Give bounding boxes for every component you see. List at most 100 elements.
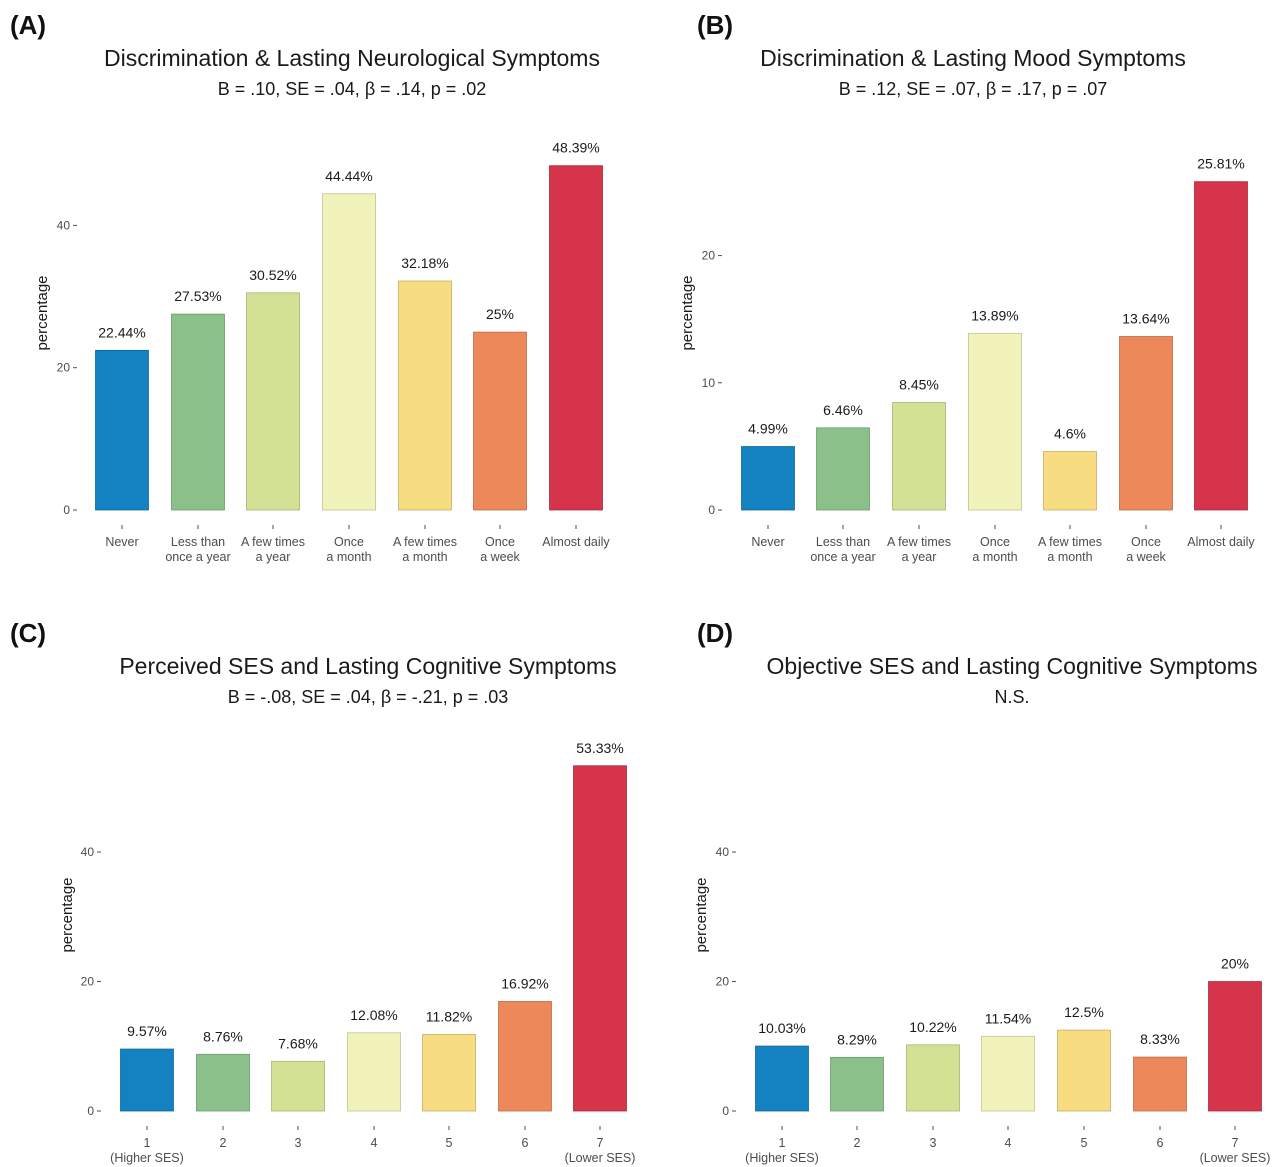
- panel-b-x-tick-label: Never: [751, 535, 784, 549]
- panel-d: (D) Objective SES and Lasting Cognitive S…: [693, 618, 1270, 1165]
- panel-a-bar: [171, 313, 225, 511]
- panel-b-subtitle: B = .12, SE = .07, β = .17, p = .07: [839, 79, 1108, 99]
- panel-b-data-label: 4.99%: [748, 421, 788, 437]
- panel-c-data-label: 7.68%: [278, 1035, 318, 1051]
- panel-a-x-tick-label: A few times a year: [241, 535, 305, 564]
- panel-d-x-tick-label: 1 (Higher SES): [745, 1136, 819, 1165]
- panel-c-letter: (C): [10, 618, 46, 648]
- panel-c-bar: [120, 1048, 174, 1112]
- panel-d-y-tick-label: 20: [716, 975, 730, 989]
- panel-a-bar: [246, 292, 300, 511]
- panel-c-data-label: 12.08%: [350, 1007, 397, 1023]
- panel-d-x-tick-label: 2: [854, 1136, 861, 1150]
- panel-d-bar: [755, 1045, 809, 1112]
- panel-c: (C) Perceived SES and Lasting Cognitive S…: [10, 618, 635, 1165]
- panel-b-data-label: 25.81%: [1197, 156, 1244, 172]
- panel-c-x-tick-label: 4: [371, 1136, 378, 1150]
- panel-c-y-tick-label: 20: [81, 975, 95, 989]
- panel-a-bar: [398, 280, 452, 511]
- panel-c-data-label: 9.57%: [127, 1023, 167, 1039]
- panel-c-y-tick-label: 40: [81, 845, 95, 859]
- panel-c-title: Perceived SES and Lasting Cognitive Symp…: [119, 653, 616, 679]
- panel-b-bar: [1194, 181, 1248, 511]
- panel-b: (B) Discrimination & Lasting Mood Symptom…: [679, 10, 1255, 564]
- panel-d-bar: [1133, 1056, 1187, 1112]
- panel-c-x-tick-label: 6: [522, 1136, 529, 1150]
- panel-b-x-tick-label: Less than once a year: [810, 535, 875, 564]
- panel-a-data-label: 30.52%: [249, 267, 296, 283]
- panel-a-bar: [322, 193, 376, 511]
- panel-a-y-axis-label: percentage: [34, 275, 51, 350]
- panel-b-data-label: 13.64%: [1122, 310, 1169, 326]
- panel-c-data-label: 11.82%: [426, 1008, 472, 1024]
- panel-b-x-tick-label: A few times a year: [887, 535, 951, 564]
- panel-a-data-label: 25%: [486, 306, 514, 322]
- panel-d-data-label: 10.22%: [909, 1019, 956, 1035]
- panel-a-x-tick-label: Less than once a year: [165, 535, 230, 564]
- panel-a-data-label: 27.53%: [174, 288, 221, 304]
- panel-b-x-tick-label: A few times a month: [1038, 535, 1102, 564]
- panel-a-y-tick-label: 20: [57, 361, 71, 375]
- panel-c-x-tick-label: 7 (Lower SES): [565, 1136, 636, 1165]
- panel-a-bar: [95, 349, 149, 511]
- panel-d-y-tick-label: 40: [716, 845, 730, 859]
- panel-c-y-axis-label: percentage: [59, 877, 76, 952]
- panel-b-data-label: 6.46%: [823, 402, 863, 418]
- panel-a-x-tick-label: Never: [105, 535, 138, 549]
- panel-c-bar: [498, 1001, 552, 1112]
- panel-b-y-axis-label: percentage: [679, 275, 696, 350]
- panel-b-bar: [892, 402, 946, 511]
- panel-a-y-tick-label: 40: [57, 218, 71, 232]
- panel-a-x-tick-label: Almost daily: [542, 535, 610, 549]
- panel-d-bar: [906, 1044, 960, 1112]
- panel-a-title: Discrimination & Lasting Neurological Sy…: [104, 45, 600, 71]
- panel-c-x-tick-label: 3: [295, 1136, 302, 1150]
- panel-d-data-label: 11.54%: [985, 1010, 1031, 1026]
- panel-b-x-tick-label: Once a month: [972, 535, 1017, 564]
- panel-d-x-tick-label: 5: [1081, 1136, 1088, 1150]
- panel-b-data-label: 4.6%: [1054, 425, 1086, 441]
- panel-a-y-tick-label: 0: [63, 503, 70, 517]
- panel-a-bar: [473, 331, 527, 511]
- panel-d-bar: [830, 1056, 884, 1112]
- panel-c-y-tick-label: 0: [87, 1104, 94, 1118]
- panel-d-letter: (D): [697, 618, 733, 648]
- panel-d-data-label: 8.29%: [837, 1031, 877, 1047]
- panel-d-title: Objective SES and Lasting Cognitive Symp…: [767, 653, 1258, 679]
- panel-b-bar: [968, 332, 1022, 511]
- panel-b-bar: [816, 427, 870, 511]
- panel-a-x-tick-label: A few times a month: [393, 535, 457, 564]
- panel-c-x-tick-label: 5: [446, 1136, 453, 1150]
- panel-d-data-label: 20%: [1221, 956, 1249, 972]
- panel-d-y-tick-label: 0: [722, 1104, 729, 1118]
- panel-a-subtitle: B = .10, SE = .04, β = .14, p = .02: [218, 79, 487, 99]
- panel-d-y-axis-label: percentage: [693, 877, 710, 952]
- panel-c-subtitle: B = -.08, SE = .04, β = -.21, p = .03: [228, 687, 509, 707]
- panel-a-x-tick-label: Once a month: [326, 535, 371, 564]
- panel-c-data-label: 16.92%: [501, 975, 548, 991]
- panel-b-y-tick-label: 10: [702, 376, 716, 390]
- panel-a-x-tick-label: Once a week: [480, 535, 520, 564]
- panel-d-x-tick-label: 7 (Lower SES): [1200, 1136, 1271, 1165]
- panel-d-x-tick-label: 3: [930, 1136, 937, 1150]
- panel-a-bar: [549, 165, 603, 511]
- panel-d-data-label: 12.5%: [1064, 1004, 1104, 1020]
- panel-a: (A) Discrimination & Lasting Neurological…: [10, 10, 610, 564]
- panel-c-data-label: 8.76%: [203, 1028, 243, 1044]
- panel-a-data-label: 48.39%: [552, 140, 599, 156]
- panel-c-bar: [271, 1060, 325, 1112]
- panel-d-x-tick-label: 6: [1157, 1136, 1164, 1150]
- panel-c-bar: [573, 765, 627, 1112]
- panel-c-x-tick-label: 1 (Higher SES): [110, 1136, 184, 1165]
- panel-b-bar: [741, 446, 795, 511]
- panel-b-bar: [1043, 451, 1097, 511]
- panel-b-y-tick-label: 0: [708, 503, 715, 517]
- panel-d-bar: [1057, 1029, 1111, 1112]
- panel-c-bar: [196, 1053, 250, 1112]
- panel-d-data-label: 8.33%: [1140, 1031, 1180, 1047]
- panel-a-data-label: 22.44%: [98, 324, 145, 340]
- panel-b-y-tick-label: 20: [702, 249, 716, 263]
- panel-b-data-label: 8.45%: [899, 377, 939, 393]
- panel-b-data-label: 13.89%: [971, 307, 1018, 323]
